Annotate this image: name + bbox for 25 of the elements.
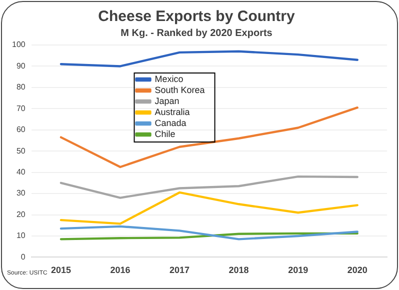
legend-label: Mexico xyxy=(154,74,184,84)
y-tick-label: 30 xyxy=(16,188,26,198)
legend-label: Japan xyxy=(154,96,180,106)
y-tick-label: 60 xyxy=(16,125,26,134)
chart-title: Cheese Exports by Country xyxy=(98,8,296,26)
y-tick-label: 70 xyxy=(16,104,26,113)
y-tick-label: 0 xyxy=(20,252,26,262)
x-tick-label: 2017 xyxy=(170,265,190,276)
y-tick-label: 100 xyxy=(12,40,26,50)
y-tick-label: 40 xyxy=(16,168,26,177)
y-tick-label: 10 xyxy=(16,231,26,240)
x-tick-label: 2016 xyxy=(110,265,130,276)
y-tick-label: 20 xyxy=(16,210,26,219)
legend-label: South Korea xyxy=(154,84,205,95)
y-tick-label: 50 xyxy=(16,146,26,156)
chart-subtitle: M Kg. - Ranked by 2020 Exports xyxy=(120,28,273,39)
legend-label: Canada xyxy=(154,118,186,128)
x-tick-label: 2018 xyxy=(228,265,249,276)
x-tick-label: 2019 xyxy=(288,265,308,276)
legend-label: Australia xyxy=(154,106,190,117)
x-tick-label: 2015 xyxy=(50,265,71,276)
legend-label: Chile xyxy=(154,128,176,139)
x-tick-label: 2020 xyxy=(347,265,368,276)
y-tick-label: 80 xyxy=(16,82,26,92)
y-tick-label: 90 xyxy=(16,61,26,70)
